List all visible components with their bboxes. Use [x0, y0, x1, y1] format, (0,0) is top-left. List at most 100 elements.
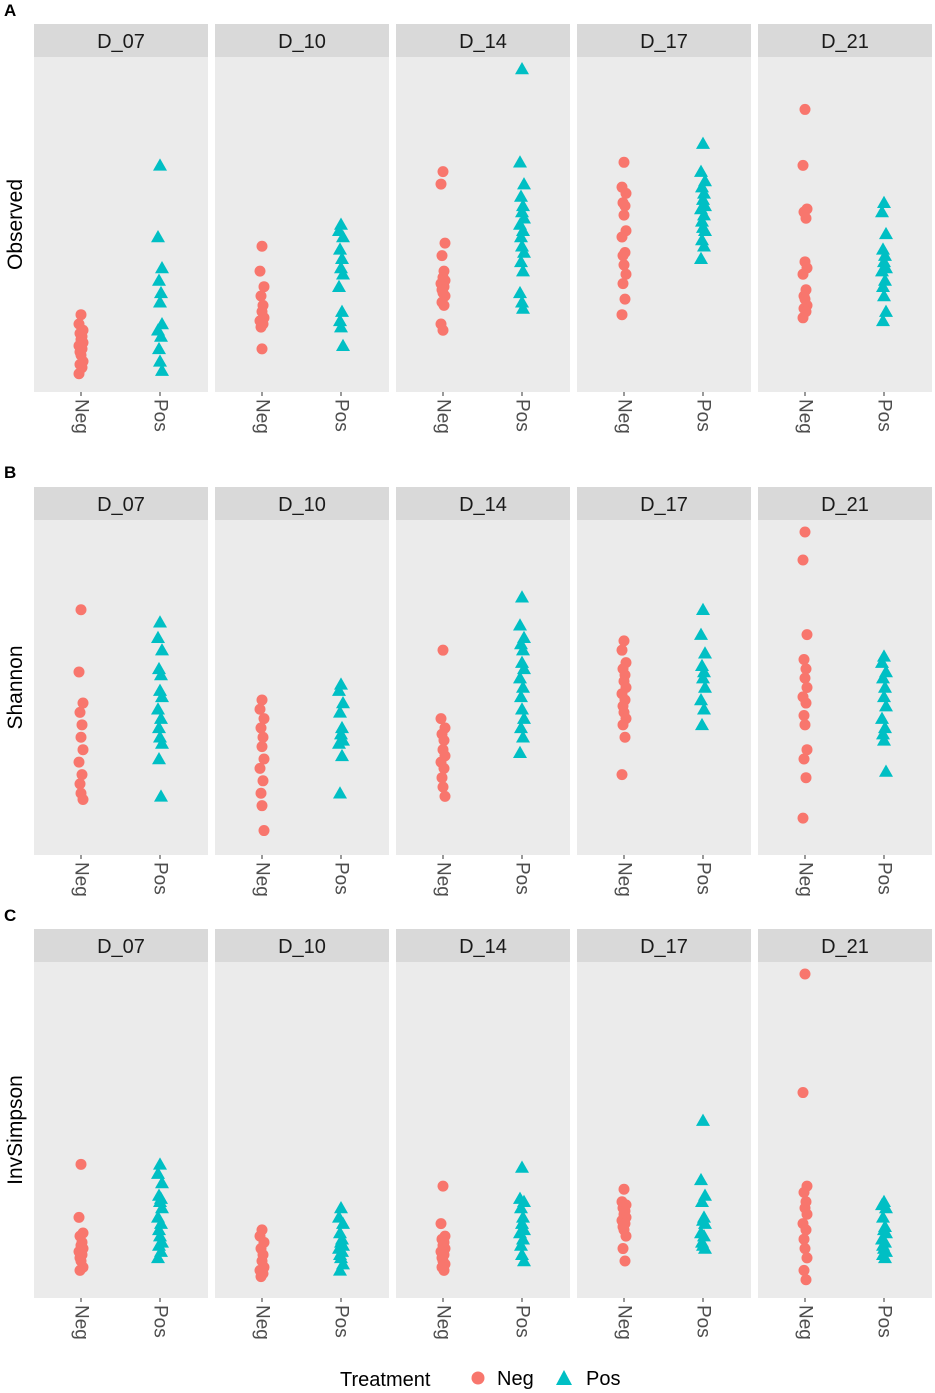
x-tick-label-pos: Pos: [693, 1305, 714, 1338]
data-point-pos: [877, 195, 891, 208]
facet-d21: D_21 Neg Pos: [758, 929, 932, 1340]
data-point-neg: [618, 259, 630, 271]
data-point-pos: [695, 214, 709, 227]
data-point-pos: [879, 764, 893, 777]
facet-d10: D_10 Neg Pos: [215, 24, 389, 434]
data-point-neg: [619, 200, 631, 212]
data-point-pos: [336, 338, 350, 352]
data-point-pos: [152, 720, 166, 734]
data-point-pos: [878, 1250, 892, 1264]
data-point-pos: [515, 1160, 529, 1173]
data-point-pos: [334, 320, 348, 333]
data-point-pos: [335, 748, 349, 762]
data-point-neg: [254, 762, 266, 774]
data-point-neg: [256, 240, 268, 252]
data-point-pos: [153, 615, 167, 628]
panel-label: C: [4, 906, 16, 925]
data-point-pos: [513, 745, 527, 759]
data-point-pos: [154, 668, 168, 681]
data-point-pos: [155, 1176, 169, 1189]
data-point-neg: [799, 1243, 811, 1255]
x-tick-label-neg: Neg: [71, 1305, 92, 1340]
data-point-neg: [258, 753, 270, 765]
data-point-pos: [151, 702, 165, 715]
facet-strip: [215, 929, 389, 962]
data-point-neg: [258, 713, 270, 725]
panel-row-c: C InvSimpson D_07 Neg Pos D_10 Neg Pos D_14 Neg Po…: [4, 906, 932, 1340]
data-point-pos: [877, 733, 891, 746]
data-point-pos: [514, 254, 528, 268]
data-point-neg: [254, 703, 266, 715]
facet-d14: D_14 Neg Pos: [396, 24, 570, 434]
data-point-pos: [333, 1263, 347, 1276]
x-tick-label-neg: Neg: [614, 399, 635, 434]
x-tick-label-neg: Neg: [252, 862, 273, 897]
data-point-pos: [514, 1201, 528, 1214]
data-point-neg: [439, 790, 451, 802]
data-point-pos: [516, 643, 530, 656]
facet-strip-label: D_07: [97, 31, 145, 53]
data-point-neg: [257, 775, 269, 787]
y-axis-label: Observed: [4, 179, 27, 270]
data-point-neg: [620, 1230, 632, 1242]
data-point-neg: [800, 1274, 812, 1286]
facet-d17: D_17 Neg Pos: [577, 487, 751, 897]
y-axis-label: Shannon: [4, 645, 27, 729]
data-point-neg: [797, 159, 809, 171]
plot-panel: [34, 962, 208, 1298]
data-point-pos: [879, 699, 893, 712]
facet-d14: D_14 Neg Pos: [396, 929, 570, 1340]
data-point-neg: [438, 734, 450, 746]
data-point-pos: [155, 643, 169, 656]
facet-d07: D_07 Neg Pos: [34, 24, 208, 434]
x-tick-label-pos: Pos: [693, 862, 714, 895]
data-point-pos: [876, 1210, 890, 1223]
data-point-pos: [697, 664, 711, 678]
data-point-pos: [694, 251, 708, 264]
data-point-pos: [153, 1157, 167, 1170]
data-point-pos: [151, 1250, 165, 1264]
data-point-pos: [154, 711, 168, 724]
data-point-neg: [73, 1211, 85, 1223]
data-point-pos: [151, 630, 165, 643]
data-point-pos: [698, 1241, 712, 1254]
data-point-pos: [155, 363, 169, 376]
facet-strip-label: D_10: [278, 936, 326, 958]
x-tick-label-neg: Neg: [795, 862, 816, 897]
data-point-neg: [73, 756, 85, 768]
data-point-neg: [619, 293, 631, 305]
data-point-neg: [799, 103, 811, 115]
data-point-pos: [332, 279, 346, 292]
data-point-neg: [256, 694, 268, 706]
data-point-neg: [617, 278, 629, 290]
data-point-neg: [797, 812, 809, 824]
x-tick-label-neg: Neg: [71, 399, 92, 434]
data-point-pos: [154, 789, 168, 802]
facet-d17: D_17 Neg Pos: [577, 24, 751, 434]
data-point-pos: [154, 329, 168, 342]
facet-strip-label: D_21: [821, 494, 869, 516]
x-tick-label-neg: Neg: [433, 399, 454, 434]
data-point-pos: [334, 1201, 348, 1214]
data-point-pos: [514, 229, 528, 243]
data-point-neg: [798, 1186, 810, 1198]
facet-strip-label: D_10: [278, 494, 326, 516]
data-point-neg: [76, 769, 88, 781]
plot-panel: [758, 962, 932, 1298]
facet-strip: [758, 24, 932, 57]
data-point-pos: [514, 1238, 528, 1251]
data-point-neg: [616, 769, 628, 781]
data-point-neg: [616, 231, 628, 243]
plot-panel: [396, 57, 570, 392]
x-tick-label-pos: Pos: [331, 399, 352, 432]
data-point-neg: [800, 212, 812, 224]
data-point-neg: [801, 744, 813, 756]
facet-strip-label: D_07: [97, 936, 145, 958]
data-point-pos: [155, 689, 169, 703]
data-point-neg: [75, 1158, 87, 1170]
data-point-pos: [697, 186, 711, 199]
data-point-pos: [516, 730, 530, 743]
plot-panel: [758, 57, 932, 392]
